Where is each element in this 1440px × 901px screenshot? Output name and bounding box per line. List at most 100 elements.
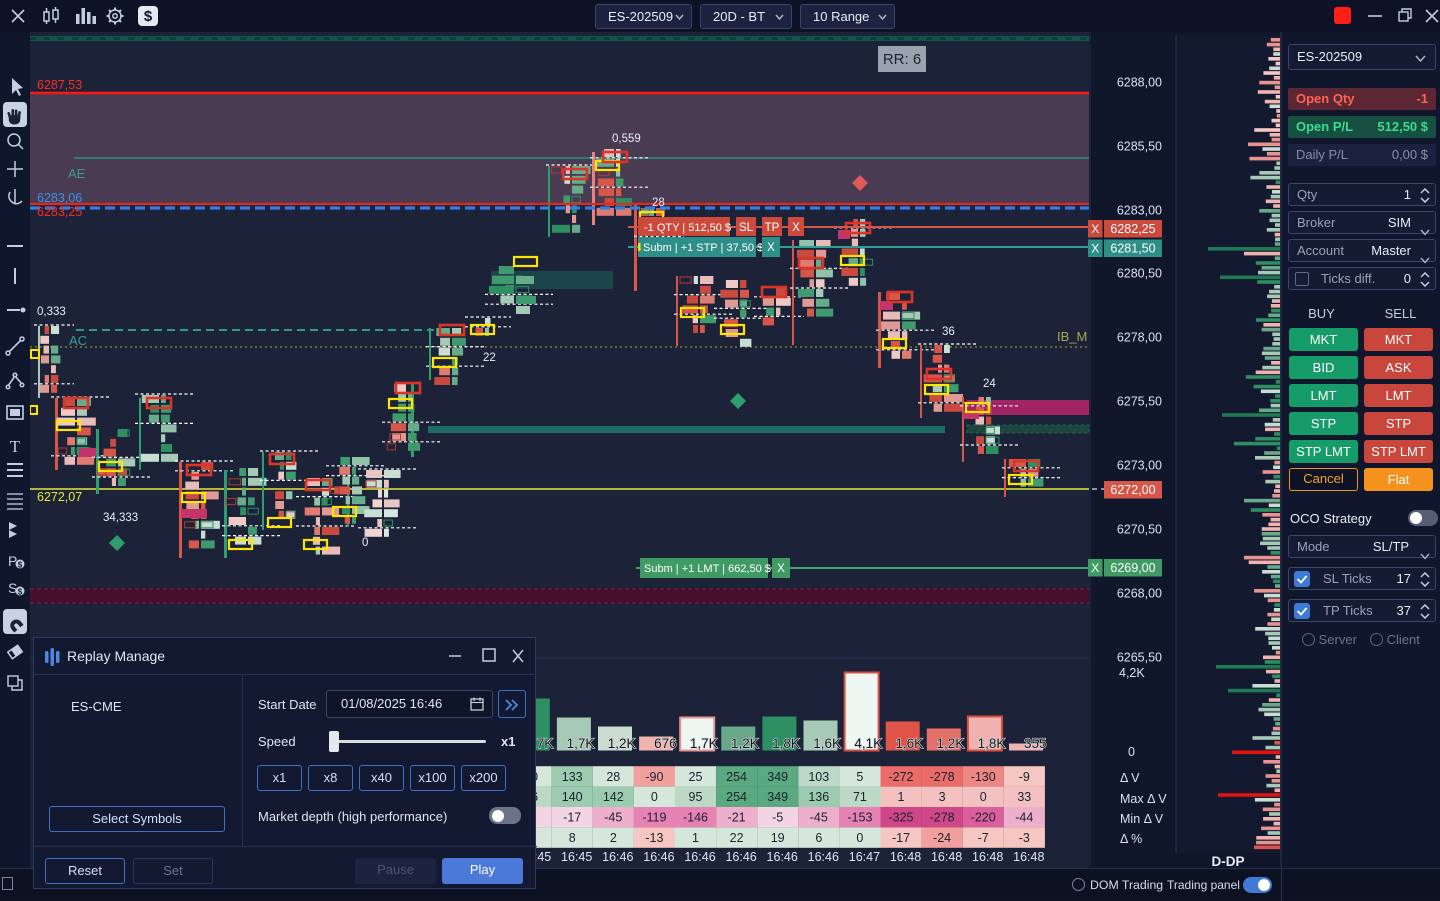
svg-text:-24: -24: [933, 831, 951, 845]
svg-text:-90: -90: [645, 770, 663, 784]
svg-text:X: X: [792, 222, 800, 234]
svg-text:4,1K: 4,1K: [854, 736, 882, 751]
svg-text:0: 0: [651, 790, 658, 804]
svg-text:AE: AE: [68, 166, 86, 181]
svg-text:-325: -325: [888, 811, 913, 825]
svg-text:X: X: [777, 563, 785, 575]
svg-text:142: 142: [603, 790, 624, 804]
svg-text:16:47: 16:47: [849, 850, 880, 864]
svg-text:X: X: [767, 242, 775, 254]
svg-text:-5: -5: [772, 811, 783, 825]
svg-text:6280,50: 6280,50: [1117, 267, 1162, 281]
svg-text:355: 355: [1024, 736, 1047, 751]
svg-text:RR: 6: RR: 6: [883, 51, 921, 68]
svg-text:1,2K: 1,2K: [937, 736, 965, 751]
svg-text:0: 0: [362, 537, 368, 549]
svg-text:0: 0: [856, 831, 863, 845]
svg-text:22: 22: [483, 352, 496, 364]
svg-text:Max Δ V: Max Δ V: [1120, 792, 1167, 806]
svg-text:-278: -278: [930, 811, 955, 825]
svg-text:28: 28: [652, 197, 665, 209]
svg-text:6283,00: 6283,00: [1117, 204, 1162, 218]
svg-text:24: 24: [983, 378, 996, 390]
svg-text:6275,50: 6275,50: [1117, 395, 1162, 409]
svg-text:X: X: [1091, 222, 1099, 236]
svg-text:25: 25: [689, 770, 703, 784]
svg-text:6265,50: 6265,50: [1117, 651, 1162, 665]
svg-text:16:45: 16:45: [561, 850, 592, 864]
svg-text:16:48: 16:48: [890, 850, 921, 864]
svg-text:-1 QTY | 512,50 $: -1 QTY | 512,50 $: [644, 222, 731, 234]
svg-text:16:46: 16:46: [602, 850, 633, 864]
svg-text:AC: AC: [69, 333, 87, 348]
svg-text:140: 140: [562, 790, 583, 804]
svg-text:Subm | +1 STP | 37,50 $: Subm | +1 STP | 37,50 $: [643, 242, 763, 254]
svg-text:X: X: [1091, 242, 1099, 256]
svg-text:6283,25: 6283,25: [37, 205, 82, 219]
svg-text:6272,07: 6272,07: [37, 490, 82, 504]
svg-text:6268,00: 6268,00: [1117, 587, 1162, 601]
svg-text:6282,25: 6282,25: [1110, 222, 1155, 236]
svg-text:6272,00: 6272,00: [1110, 483, 1155, 497]
svg-text:-45: -45: [810, 811, 828, 825]
svg-text:0: 0: [980, 790, 987, 804]
svg-text:0,333: 0,333: [37, 306, 66, 318]
svg-text:$: $: [144, 8, 153, 25]
svg-text:95: 95: [689, 790, 703, 804]
svg-text:-21: -21: [728, 811, 746, 825]
svg-text:1,6K: 1,6K: [813, 736, 841, 751]
svg-text:1,8K: 1,8K: [772, 736, 800, 751]
svg-text:676: 676: [654, 736, 677, 751]
svg-text:1,2K: 1,2K: [731, 736, 759, 751]
svg-text:5: 5: [856, 770, 863, 784]
svg-text:6: 6: [815, 831, 822, 845]
svg-text:D-DP: D-DP: [1212, 854, 1245, 869]
svg-text:28: 28: [606, 770, 620, 784]
svg-text:1: 1: [692, 831, 699, 845]
svg-text:6287,53: 6287,53: [37, 78, 82, 92]
svg-text:16:48: 16:48: [931, 850, 962, 864]
svg-text:6273,00: 6273,00: [1117, 459, 1162, 473]
svg-text:-272: -272: [888, 770, 913, 784]
svg-text:8: 8: [569, 831, 576, 845]
svg-text:16:46: 16:46: [725, 850, 756, 864]
svg-text:6278,00: 6278,00: [1117, 331, 1162, 345]
svg-text:-220: -220: [971, 811, 996, 825]
svg-text:33: 33: [1017, 790, 1031, 804]
svg-text:16:48: 16:48: [1013, 850, 1044, 864]
svg-text:6288,00: 6288,00: [1117, 76, 1162, 90]
svg-text:19: 19: [771, 831, 785, 845]
svg-text:6285,50: 6285,50: [1117, 140, 1162, 154]
svg-text:$: $: [18, 588, 23, 597]
svg-text:1,8K: 1,8K: [978, 736, 1006, 751]
svg-text:6281,50: 6281,50: [1110, 242, 1155, 256]
svg-text:-130: -130: [971, 770, 996, 784]
svg-text:-3: -3: [1019, 831, 1030, 845]
svg-text:0,559: 0,559: [612, 133, 641, 145]
svg-text:IB_M: IB_M: [1057, 329, 1087, 344]
svg-text:-7: -7: [978, 831, 989, 845]
svg-text:6269,00: 6269,00: [1110, 561, 1155, 575]
svg-text:22: 22: [730, 831, 744, 845]
svg-text:1: 1: [898, 790, 905, 804]
svg-text:16:46: 16:46: [643, 850, 674, 864]
svg-text:34,333: 34,333: [103, 512, 138, 524]
svg-text:-13: -13: [645, 831, 663, 845]
svg-text:136: 136: [808, 790, 829, 804]
svg-text:-45: -45: [604, 811, 622, 825]
svg-text:-278: -278: [930, 770, 955, 784]
svg-text:-153: -153: [847, 811, 872, 825]
svg-text:349: 349: [767, 770, 788, 784]
svg-text:-44: -44: [1015, 811, 1033, 825]
svg-text:-9: -9: [1019, 770, 1030, 784]
svg-text:254: 254: [726, 770, 747, 784]
svg-text:P: P: [8, 553, 17, 569]
svg-text:-17: -17: [892, 831, 910, 845]
svg-text:133: 133: [562, 770, 583, 784]
svg-text:2: 2: [610, 831, 617, 845]
svg-text:349: 349: [767, 790, 788, 804]
svg-text:-17: -17: [563, 811, 581, 825]
svg-text:1,7K: 1,7K: [690, 736, 718, 751]
svg-text:16:46: 16:46: [684, 850, 715, 864]
svg-text:S: S: [8, 580, 17, 596]
